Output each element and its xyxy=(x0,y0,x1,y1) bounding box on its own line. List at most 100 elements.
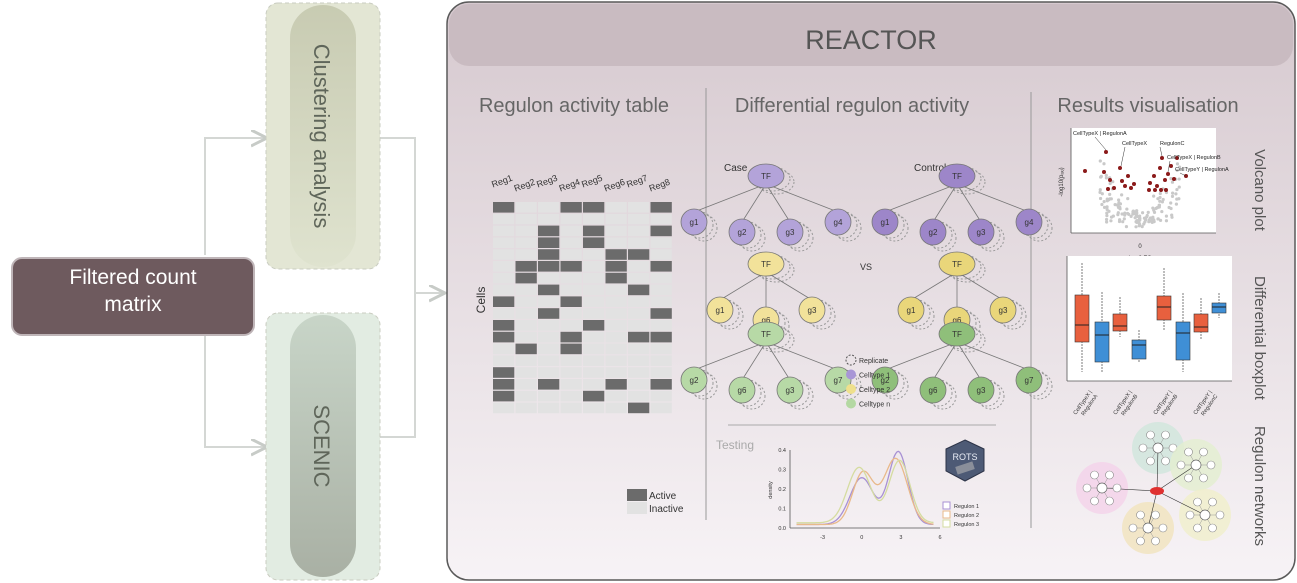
volcano-ylabel: -log10(pₐₓⱼ) xyxy=(1059,167,1065,196)
network-node xyxy=(1112,483,1122,493)
volcano-annotation: RegulonC xyxy=(1160,141,1184,147)
activity-cell xyxy=(560,367,582,378)
activity-cell xyxy=(650,343,672,355)
volcano-sig-point xyxy=(1118,166,1122,170)
volcano-point xyxy=(1148,216,1153,220)
volcano-point xyxy=(1104,217,1109,222)
activity-cell xyxy=(538,202,560,213)
gene-label: g3 xyxy=(977,228,986,237)
celltype-legend: Replicate Celltype 1 Celltype 2 Celltype n xyxy=(845,354,890,409)
volcano-point xyxy=(1120,193,1124,197)
volcano-point xyxy=(1117,198,1121,202)
network-node xyxy=(1151,510,1160,520)
activity-cell xyxy=(493,202,515,213)
tf-node xyxy=(747,163,785,189)
volcano-sig-point xyxy=(1158,166,1162,170)
volcano-sig-point xyxy=(1147,188,1151,192)
x-tick: 0 xyxy=(860,535,863,541)
activity-cell xyxy=(583,296,605,307)
activity-cell xyxy=(493,402,515,414)
activity-cell xyxy=(493,296,515,307)
y-tick: 0.2 xyxy=(778,487,786,493)
activity-cell xyxy=(493,308,515,319)
activity-cell xyxy=(583,261,605,272)
activity-cell xyxy=(560,343,582,355)
activity-cell xyxy=(605,213,627,225)
activity-cell xyxy=(560,202,582,213)
volcano-sig-point xyxy=(1132,182,1136,186)
gene-label: g3 xyxy=(977,386,986,395)
activity-cell xyxy=(538,284,560,296)
volcano-point xyxy=(1109,215,1114,219)
volcano-sig-point xyxy=(1163,178,1167,182)
activity-cell xyxy=(650,284,672,296)
network-node xyxy=(1184,473,1193,483)
activity-cell xyxy=(515,331,537,343)
volcano-point xyxy=(1105,211,1109,215)
activity-cell xyxy=(515,308,537,319)
activity-cell xyxy=(605,202,627,213)
gene-network: TF g2 g6 g3 g7 xyxy=(871,321,1053,410)
legend-label: Replicate xyxy=(859,358,888,365)
density-legend-label: Regulon 2 xyxy=(954,513,979,519)
volcano-sig-point xyxy=(1153,188,1157,192)
activity-cell xyxy=(538,320,560,331)
volcano-point xyxy=(1102,205,1107,209)
gene-label: g3 xyxy=(786,228,795,237)
density-legend-swatch xyxy=(942,501,951,510)
volcano-point xyxy=(1157,203,1162,207)
activity-cell xyxy=(560,272,582,284)
volcano-point xyxy=(1152,220,1156,224)
volcano-sig-point xyxy=(1166,172,1170,176)
activity-cell xyxy=(628,367,650,378)
volcano-point xyxy=(1135,211,1139,215)
activity-cell xyxy=(538,261,560,272)
density-legend-swatch xyxy=(942,510,951,519)
legend-label-inactive: Inactive xyxy=(649,504,684,515)
volcano-point xyxy=(1169,201,1173,205)
y-tick: 0.0 xyxy=(778,526,786,532)
activity-cell xyxy=(650,272,672,284)
activity-cell xyxy=(493,261,515,272)
activity-cell xyxy=(515,225,537,237)
gene-label: g1 xyxy=(716,306,725,315)
activity-cell xyxy=(605,320,627,331)
gene-node xyxy=(967,376,995,404)
gene-network: TF g2 g6 g3 g7 xyxy=(680,321,862,410)
volcano-point xyxy=(1164,214,1169,218)
volcano-point xyxy=(1170,194,1175,198)
activity-cell xyxy=(560,308,582,319)
gene-node xyxy=(706,296,734,324)
network-node xyxy=(1138,443,1148,453)
activity-cell xyxy=(628,320,650,331)
volcano-point xyxy=(1111,180,1115,184)
differential-title: Differential regulon activity xyxy=(735,95,969,117)
network-node xyxy=(1128,523,1138,533)
gene-node xyxy=(728,376,756,404)
gene-label: g6 xyxy=(738,386,747,395)
volcano-point xyxy=(1174,192,1178,196)
activity-cell xyxy=(583,355,605,366)
volcano-annotation: CellTypeX | RegulonA xyxy=(1073,131,1127,137)
x-tick: -3 xyxy=(820,535,825,541)
activity-cell xyxy=(515,320,537,331)
activity-cell xyxy=(515,213,537,225)
gene-node xyxy=(989,296,1017,324)
activity-cell xyxy=(515,355,537,366)
volcano-point xyxy=(1140,225,1144,229)
network-node xyxy=(1151,536,1160,546)
volcano-side-label: Volcano plot xyxy=(1251,149,1268,232)
density-chart: -3 0 3 6 0.0 0.1 0.2 0.3 0.4 density Regulon 1 Regu… xyxy=(768,448,979,541)
activity-cell xyxy=(628,249,650,260)
volcano-point xyxy=(1170,180,1175,184)
gene-label: g1 xyxy=(907,306,916,315)
volcano-point xyxy=(1105,205,1109,209)
gene-network: TF g1 g6 g3 xyxy=(897,251,1027,340)
tf-label: TF xyxy=(952,172,962,181)
activity-cell xyxy=(605,249,627,260)
network-node xyxy=(1208,523,1217,533)
volcano-sig-point xyxy=(1155,184,1159,188)
activity-cell xyxy=(538,331,560,343)
volcano-point xyxy=(1160,209,1164,214)
